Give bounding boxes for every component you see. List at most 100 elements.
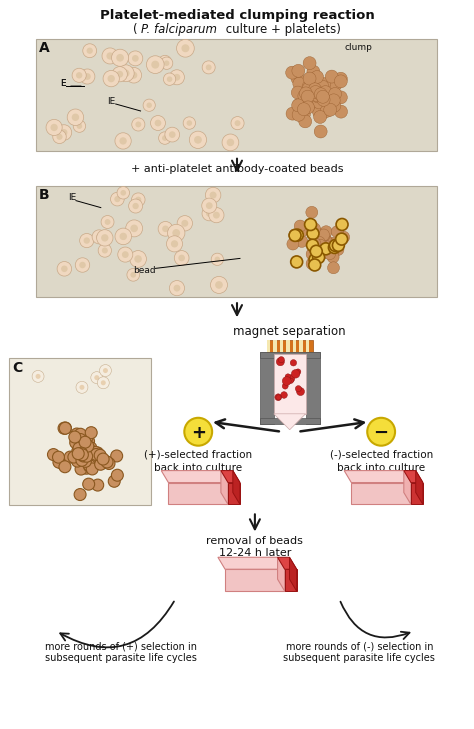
Circle shape <box>290 359 297 366</box>
Circle shape <box>85 442 97 453</box>
Circle shape <box>327 94 340 107</box>
Circle shape <box>36 374 41 379</box>
Circle shape <box>72 445 84 457</box>
Circle shape <box>97 230 113 246</box>
Polygon shape <box>274 414 306 430</box>
Circle shape <box>295 386 301 391</box>
Circle shape <box>73 120 86 133</box>
Circle shape <box>102 248 108 254</box>
Circle shape <box>46 120 62 136</box>
Circle shape <box>67 109 84 125</box>
Bar <box>306 352 319 424</box>
Circle shape <box>311 90 324 103</box>
Circle shape <box>319 233 331 246</box>
Circle shape <box>68 451 80 463</box>
Polygon shape <box>278 557 285 591</box>
Circle shape <box>83 459 95 472</box>
Circle shape <box>295 369 301 375</box>
Circle shape <box>151 61 159 69</box>
Circle shape <box>112 66 128 82</box>
Text: clump: clump <box>345 43 372 52</box>
Circle shape <box>310 71 324 83</box>
Circle shape <box>47 448 59 461</box>
Circle shape <box>289 230 301 241</box>
Text: culture + platelets): culture + platelets) <box>222 23 341 36</box>
Circle shape <box>103 71 119 87</box>
Bar <box>267 340 312 352</box>
Circle shape <box>72 448 84 459</box>
Text: (-)-selected fraction
back into culture: (-)-selected fraction back into culture <box>329 450 433 473</box>
Circle shape <box>311 235 323 248</box>
Bar <box>285 569 297 591</box>
Text: (+)-selected fraction
back into culture: (+)-selected fraction back into culture <box>144 450 252 473</box>
Circle shape <box>302 82 315 95</box>
Circle shape <box>292 109 305 121</box>
Circle shape <box>300 87 313 100</box>
Circle shape <box>73 448 85 461</box>
Circle shape <box>317 93 330 106</box>
Circle shape <box>313 236 325 249</box>
Circle shape <box>314 235 326 247</box>
Circle shape <box>313 90 326 103</box>
Circle shape <box>297 388 304 396</box>
Circle shape <box>314 98 327 111</box>
Text: +: + <box>191 424 206 442</box>
Circle shape <box>120 190 126 195</box>
Circle shape <box>82 450 93 461</box>
Circle shape <box>182 44 190 52</box>
Text: subsequent parasite life cycles: subsequent parasite life cycles <box>283 653 435 663</box>
Circle shape <box>315 84 328 96</box>
Circle shape <box>313 237 325 249</box>
Circle shape <box>64 451 76 463</box>
Circle shape <box>155 120 161 126</box>
Circle shape <box>311 231 323 243</box>
Circle shape <box>76 448 89 461</box>
Polygon shape <box>290 557 297 591</box>
Circle shape <box>81 431 92 443</box>
Circle shape <box>312 94 325 106</box>
Circle shape <box>187 120 192 126</box>
Circle shape <box>231 117 244 130</box>
Circle shape <box>83 456 95 467</box>
Circle shape <box>292 99 305 112</box>
Circle shape <box>57 262 72 276</box>
Circle shape <box>308 95 320 108</box>
Circle shape <box>328 262 339 274</box>
Circle shape <box>194 136 202 144</box>
Text: more rounds of (-) selection in: more rounds of (-) selection in <box>285 642 433 652</box>
Circle shape <box>76 448 88 459</box>
Circle shape <box>92 449 104 461</box>
Circle shape <box>311 87 324 101</box>
Circle shape <box>100 364 111 376</box>
Circle shape <box>314 242 326 254</box>
Circle shape <box>107 52 114 60</box>
Circle shape <box>313 235 325 247</box>
Circle shape <box>74 488 86 501</box>
Circle shape <box>315 241 327 253</box>
Bar <box>267 340 270 352</box>
Circle shape <box>69 431 81 443</box>
Circle shape <box>117 65 134 82</box>
Circle shape <box>164 61 169 66</box>
Polygon shape <box>416 471 423 504</box>
Circle shape <box>75 463 87 475</box>
Circle shape <box>101 381 106 386</box>
Circle shape <box>276 395 281 400</box>
Circle shape <box>85 445 97 457</box>
Circle shape <box>316 80 329 93</box>
Circle shape <box>158 55 172 69</box>
Polygon shape <box>221 471 240 483</box>
Circle shape <box>130 225 138 233</box>
Circle shape <box>300 87 312 100</box>
Circle shape <box>79 436 91 448</box>
Circle shape <box>317 90 329 104</box>
Text: P. falciparum: P. falciparum <box>141 23 217 36</box>
Circle shape <box>331 226 343 238</box>
Circle shape <box>309 85 322 98</box>
Circle shape <box>306 95 319 108</box>
Circle shape <box>61 265 68 272</box>
Circle shape <box>81 462 92 474</box>
Circle shape <box>288 378 293 383</box>
Bar <box>260 352 319 358</box>
Circle shape <box>309 98 322 112</box>
